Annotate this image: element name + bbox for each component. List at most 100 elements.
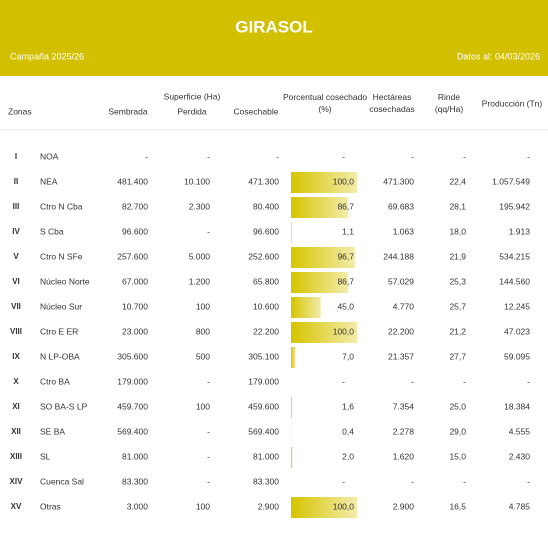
zone-name: Cuenca Sal — [40, 476, 84, 486]
cell: 25,7 — [449, 301, 466, 311]
cell: 7.354 — [393, 401, 415, 411]
zone-name: Otras — [40, 501, 61, 511]
cell: 21,2 — [449, 326, 466, 336]
zone-name: Núcleo Sur — [40, 301, 82, 311]
cell: 18,0 — [449, 226, 466, 236]
cell: 100 — [196, 501, 210, 511]
cell: 86,7 — [337, 276, 354, 286]
cell: 1,6 — [342, 401, 354, 411]
cell: 10.600 — [253, 301, 279, 311]
cell: - — [411, 476, 414, 486]
cell: 500 — [196, 351, 210, 361]
cell: 471.300 — [383, 176, 414, 186]
column-header: Sembrada — [108, 106, 147, 116]
zone-name: N LP-OBA — [40, 351, 80, 361]
cell: 534.215 — [499, 251, 530, 261]
cell: 179.000 — [117, 376, 148, 386]
cell: 1.620 — [393, 451, 415, 461]
cell: 81.000 — [253, 451, 279, 461]
cell: 100,0 — [333, 326, 355, 336]
cell: 12.245 — [504, 301, 530, 311]
zone-number: VIII — [10, 327, 22, 336]
cell: 7,0 — [342, 351, 354, 361]
cell: 67.000 — [122, 276, 148, 286]
cell: 28,1 — [449, 201, 466, 211]
cell: 21.357 — [388, 351, 414, 361]
cell: 86,7 — [337, 201, 354, 211]
zone-number: IX — [12, 352, 20, 361]
cell: 80.400 — [253, 201, 279, 211]
cell: 4.555 — [509, 426, 531, 436]
cell: 2.430 — [509, 451, 531, 461]
cell: 10.100 — [184, 176, 210, 186]
cell: 569.400 — [248, 426, 279, 436]
zone-name: NOA — [40, 151, 59, 161]
column-header: Producción (Tn) — [482, 98, 543, 108]
cell: 481.400 — [117, 176, 148, 186]
cell: 305.600 — [117, 351, 148, 361]
zone-number: XIV — [10, 477, 24, 486]
cell: 10.700 — [122, 301, 148, 311]
cell: 83.300 — [253, 476, 279, 486]
zone-name: Ctro E ER — [40, 326, 78, 336]
cell: - — [207, 151, 210, 161]
pct-bar — [291, 297, 321, 318]
zone-name: Ctro N Cba — [40, 201, 83, 211]
cell: - — [411, 376, 414, 386]
zone-number: XI — [12, 402, 20, 411]
column-header: Porcentual cosechado(%) — [283, 92, 367, 114]
cell: 569.400 — [117, 426, 148, 436]
zone-name: NEA — [40, 176, 58, 186]
zone-name: Ctro BA — [40, 376, 70, 386]
cell: 15,0 — [449, 451, 466, 461]
cell: 2.900 — [393, 501, 415, 511]
cell: 459.600 — [248, 401, 279, 411]
cell: - — [207, 376, 210, 386]
column-header: Perdida — [177, 106, 207, 116]
cell: 2.300 — [189, 201, 211, 211]
cell: - — [342, 476, 345, 486]
date: Datos al: 04/03/2026 — [457, 51, 540, 61]
cell: 47.023 — [504, 326, 530, 336]
zone-number: V — [13, 252, 19, 261]
cell: - — [527, 151, 530, 161]
cell: 45,0 — [337, 301, 354, 311]
cell: 1,1 — [342, 226, 354, 236]
cell: 800 — [196, 326, 210, 336]
cell: 21,9 — [449, 251, 466, 261]
cell: 4.785 — [509, 501, 531, 511]
zone-number: XV — [11, 502, 22, 511]
cell: 1.057.549 — [492, 176, 530, 186]
cell: 22.200 — [253, 326, 279, 336]
pct-bar — [291, 447, 292, 468]
cell: - — [342, 151, 345, 161]
cell: - — [463, 476, 466, 486]
cell: - — [411, 151, 414, 161]
zone-number: VII — [11, 302, 21, 311]
cell: 96.600 — [122, 226, 148, 236]
column-header: Cosechable — [234, 106, 279, 116]
zone-number: XIII — [10, 452, 22, 461]
cell: - — [463, 376, 466, 386]
zone-name: SE BA — [40, 426, 65, 436]
campaign: Campaña 2025/26 — [10, 51, 84, 61]
cell: 257.600 — [117, 251, 148, 261]
zone-number: VI — [12, 277, 20, 286]
cell: - — [527, 376, 530, 386]
cell: 195.942 — [499, 201, 530, 211]
zone-number: XII — [11, 427, 21, 436]
cell: 29,0 — [449, 426, 466, 436]
cell: 96,7 — [337, 251, 354, 261]
zone-name: Núcleo Norte — [40, 276, 90, 286]
column-header: Rinde(qq/Ha) — [435, 92, 464, 114]
cell: - — [527, 476, 530, 486]
cell: 0,4 — [342, 426, 354, 436]
cell: - — [207, 426, 210, 436]
cell: - — [463, 151, 466, 161]
cell: 100 — [196, 401, 210, 411]
cell: 459.700 — [117, 401, 148, 411]
zone-number: I — [15, 152, 17, 161]
cell: 100 — [196, 301, 210, 311]
